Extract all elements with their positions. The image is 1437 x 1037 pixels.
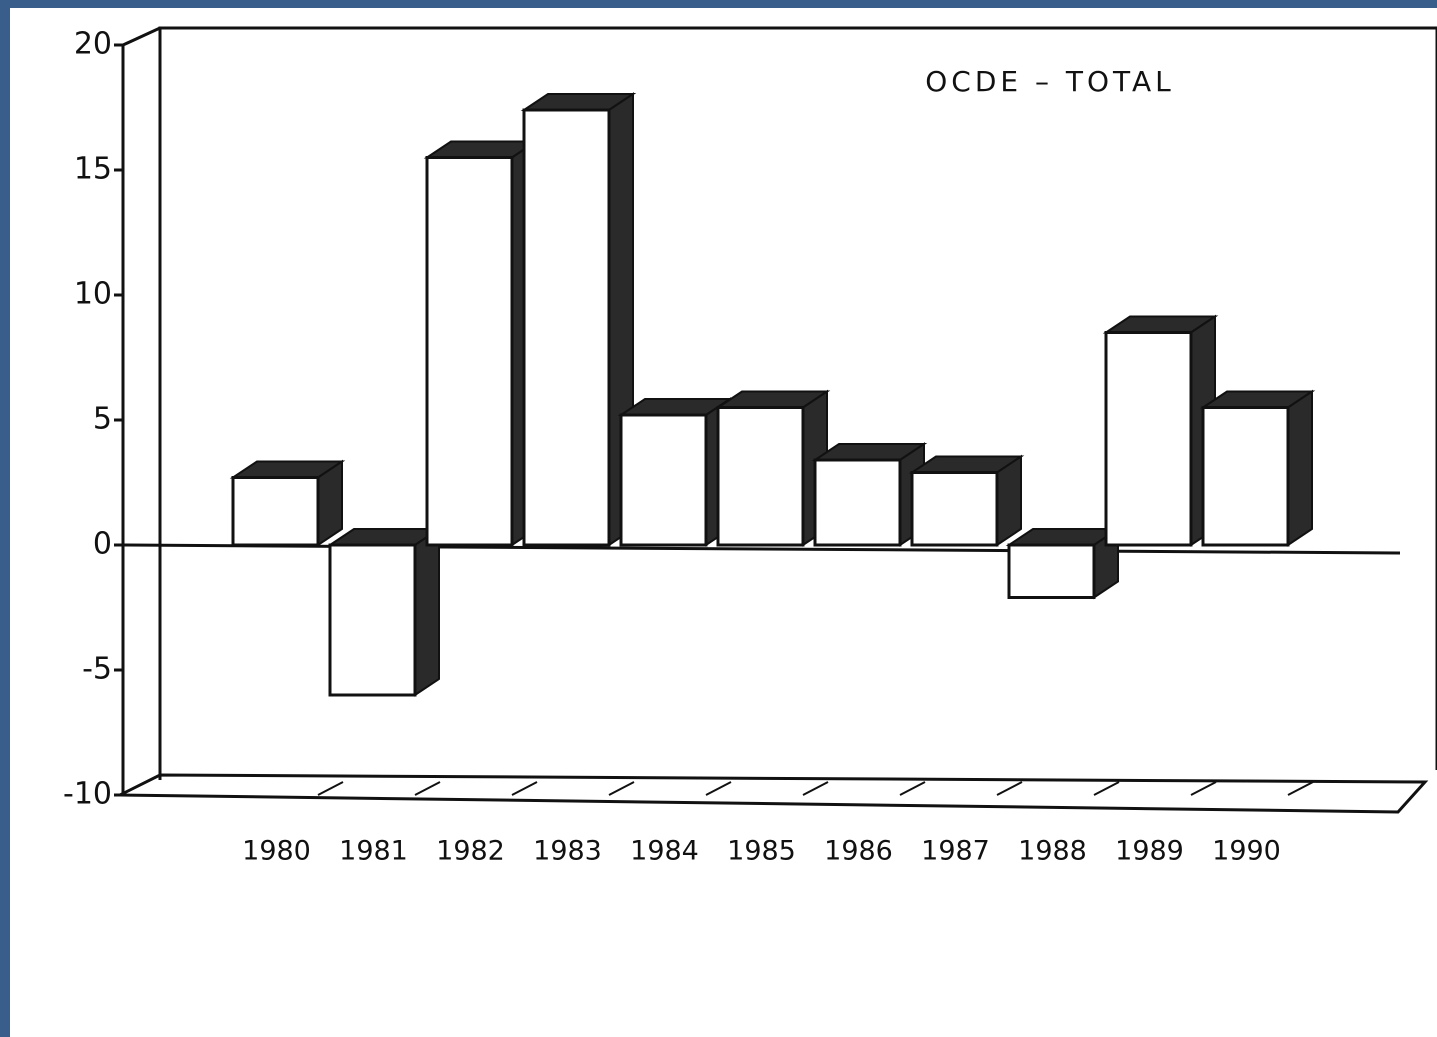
x-tick-label: 1984 xyxy=(630,836,699,867)
bar xyxy=(425,156,514,547)
bar xyxy=(1104,331,1193,547)
y-tick-label: 20 xyxy=(74,27,112,62)
x-tick xyxy=(1093,781,1120,796)
bar xyxy=(522,108,611,547)
bar xyxy=(716,406,805,547)
x-tick xyxy=(317,781,344,796)
x-tick xyxy=(802,781,829,796)
x-tick-label: 1981 xyxy=(339,836,408,867)
bar xyxy=(619,413,708,547)
x-tick-label: 1980 xyxy=(242,836,311,867)
x-tick xyxy=(414,781,441,796)
y-tick-label: -5 xyxy=(82,652,112,687)
bar xyxy=(1201,406,1290,547)
x-tick-label: 1985 xyxy=(727,836,796,867)
x-tick xyxy=(899,781,926,796)
bar xyxy=(1007,543,1096,599)
floor xyxy=(119,773,1429,814)
bar-side xyxy=(317,459,343,547)
x-tick xyxy=(1190,781,1217,796)
y-tick-label: 0 xyxy=(93,527,112,562)
bar-side xyxy=(1287,389,1313,547)
x-tick xyxy=(608,781,635,796)
y-tick-label: -10 xyxy=(63,777,112,812)
x-tick xyxy=(996,781,1023,796)
x-tick-label: 1989 xyxy=(1115,836,1184,867)
y-tick-label: 10 xyxy=(74,277,112,312)
chart-title: OCDE – TOTAL xyxy=(925,65,1174,98)
bar xyxy=(328,543,417,697)
x-tick-label: 1982 xyxy=(436,836,505,867)
y-tick-label: 5 xyxy=(93,402,112,437)
bar-side xyxy=(414,527,440,697)
x-tick xyxy=(705,781,732,796)
bar xyxy=(813,458,902,547)
bar xyxy=(910,471,999,547)
x-tick-label: 1988 xyxy=(1018,836,1087,867)
x-tick-label: 1986 xyxy=(824,836,893,867)
bar xyxy=(231,476,320,547)
x-tick-label: 1983 xyxy=(533,836,602,867)
x-tick xyxy=(511,781,538,796)
x-tick-label: 1987 xyxy=(921,836,990,867)
bar-side xyxy=(996,454,1022,547)
axis-edge xyxy=(122,26,161,47)
x-tick xyxy=(1287,781,1314,796)
x-tick-label: 1990 xyxy=(1212,836,1281,867)
y-tick-label: 15 xyxy=(74,152,112,187)
